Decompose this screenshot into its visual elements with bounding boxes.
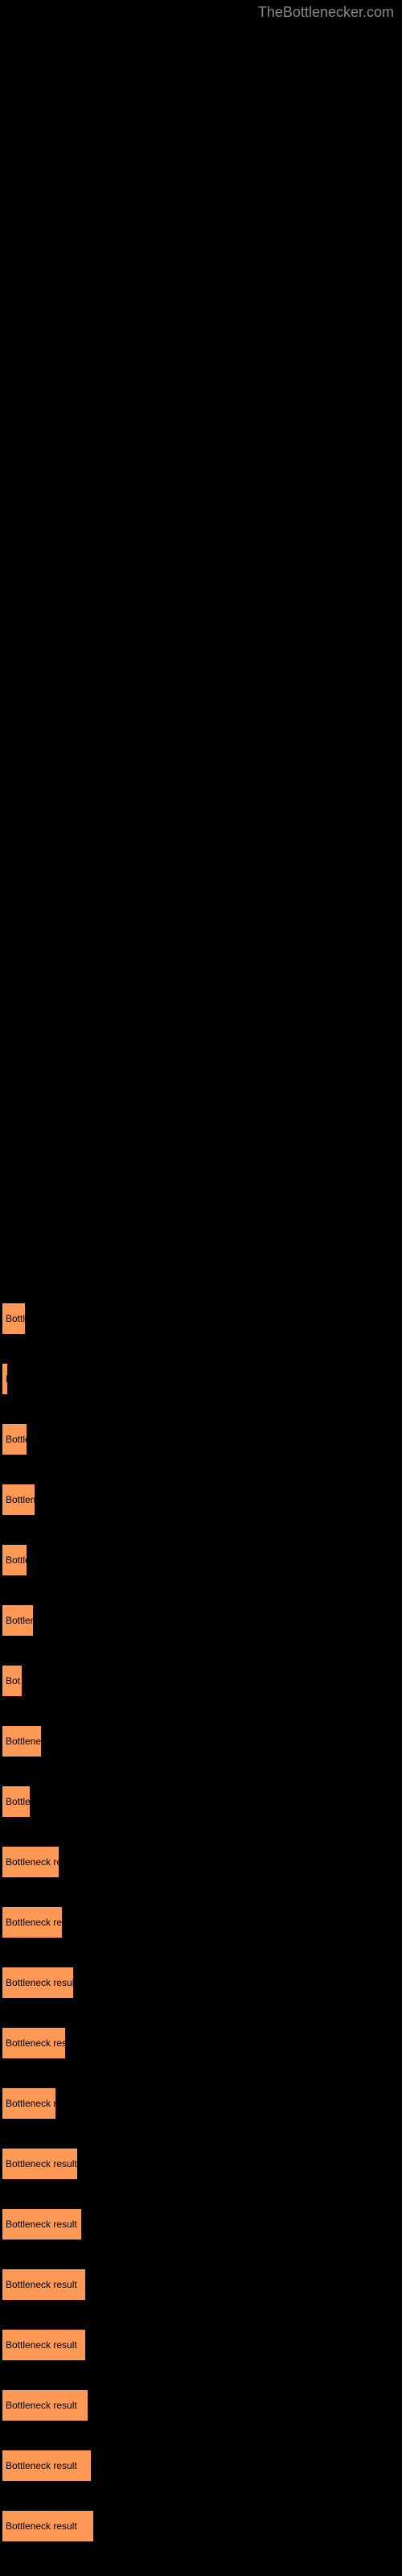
bar-row: Bottleneck resul (0, 2013, 402, 2073)
bar-label: Bottler (6, 1796, 31, 1807)
bar: Bottler (2, 1785, 31, 1818)
bar-row: Bottlenec (0, 1469, 402, 1530)
bar: Bot (2, 1665, 23, 1697)
bar-label: Bottlene (6, 1615, 34, 1626)
bar-row: Bottleneck result (0, 1952, 402, 2013)
bar-label: Bottl (6, 1313, 25, 1324)
bar-label: Bottleneck resul (6, 2037, 66, 2049)
bar-row: Bottle (0, 1530, 402, 1590)
bar-row: Bottleneck result (0, 2254, 402, 2314)
bar: B (2, 1363, 8, 1395)
bar-label: Bottleneck res (6, 1856, 59, 1868)
bar: Bottleneck result (2, 2208, 82, 2240)
bar-label: Bottleneck result (6, 2520, 77, 2532)
bar: Bottlenec (2, 1484, 35, 1516)
bar-label: Bottleneck (6, 1736, 42, 1747)
bar: Bottleneck result (2, 2450, 92, 2482)
bar-row: Bottleneck result (0, 2314, 402, 2375)
bar: Bottleneck resul (2, 2027, 66, 2059)
bar-label: Bot (6, 1675, 20, 1686)
bar: Bottleneck result (2, 2148, 78, 2180)
bar-label: Bottleneck result (6, 2339, 77, 2351)
bar-row: Bot (0, 1650, 402, 1711)
bar-row: Bottleneck result (0, 2435, 402, 2496)
bar-row: Bottleneck result (0, 2133, 402, 2194)
bar-label: Bottleneck resu (6, 1917, 63, 1928)
bar: Bottleneck res (2, 1846, 59, 1878)
bar-chart: Bottl B Bottle Bottlenec Bottle Bottlene Bot Bo… (0, 0, 402, 2572)
bar-row: Bottl (0, 1288, 402, 1348)
bar-row: Bottleneck result (0, 2194, 402, 2254)
bar-row: Bottleneck (0, 1711, 402, 1771)
bar: Bottleneck result (2, 2329, 86, 2361)
bar: Bottleneck (2, 1725, 42, 1757)
bar-row: Bottleneck resu (0, 1892, 402, 1952)
bar-label: Bottleneck result (6, 2158, 77, 2169)
bar: Bottle (2, 1544, 27, 1576)
bar-label: Bottleneck re (6, 2098, 56, 2109)
bar-label: B (6, 1373, 8, 1385)
bar: Bottleneck resu (2, 1906, 63, 1938)
bar: Bottleneck result (2, 2268, 86, 2301)
bar: Bottle (2, 1423, 27, 1455)
bar: Bottleneck re (2, 2087, 56, 2120)
bar-label: Bottleneck result (6, 2279, 77, 2290)
bar-label: Bottleneck result (6, 2219, 77, 2230)
bar-row: Bottleneck result (0, 2496, 402, 2556)
bar-label: Bottle (6, 1554, 27, 1566)
bar-label: Bottle (6, 1434, 27, 1445)
bar-row: Bottleneck res (0, 1831, 402, 1892)
bar-row: Bottlene (0, 1590, 402, 1650)
bar-label: Bottleneck result (6, 2400, 77, 2411)
bar-row: Bottle (0, 1409, 402, 1469)
bar: Bottlene (2, 1604, 34, 1637)
bar: Bottleneck result (2, 2389, 88, 2421)
bar-row: Bottleneck result (0, 2375, 402, 2435)
bar-row: B (0, 1348, 402, 1409)
bar: Bottleneck result (2, 1967, 74, 1999)
bar: Bottl (2, 1302, 26, 1335)
bar-label: Bottlenec (6, 1494, 35, 1505)
bar: Bottleneck result (2, 2510, 94, 2542)
bar-label: Bottleneck result (6, 2460, 77, 2471)
bar-row: Bottler (0, 1771, 402, 1831)
bar-row: Bottleneck re (0, 2073, 402, 2133)
bar-label: Bottleneck result (6, 1977, 74, 1988)
